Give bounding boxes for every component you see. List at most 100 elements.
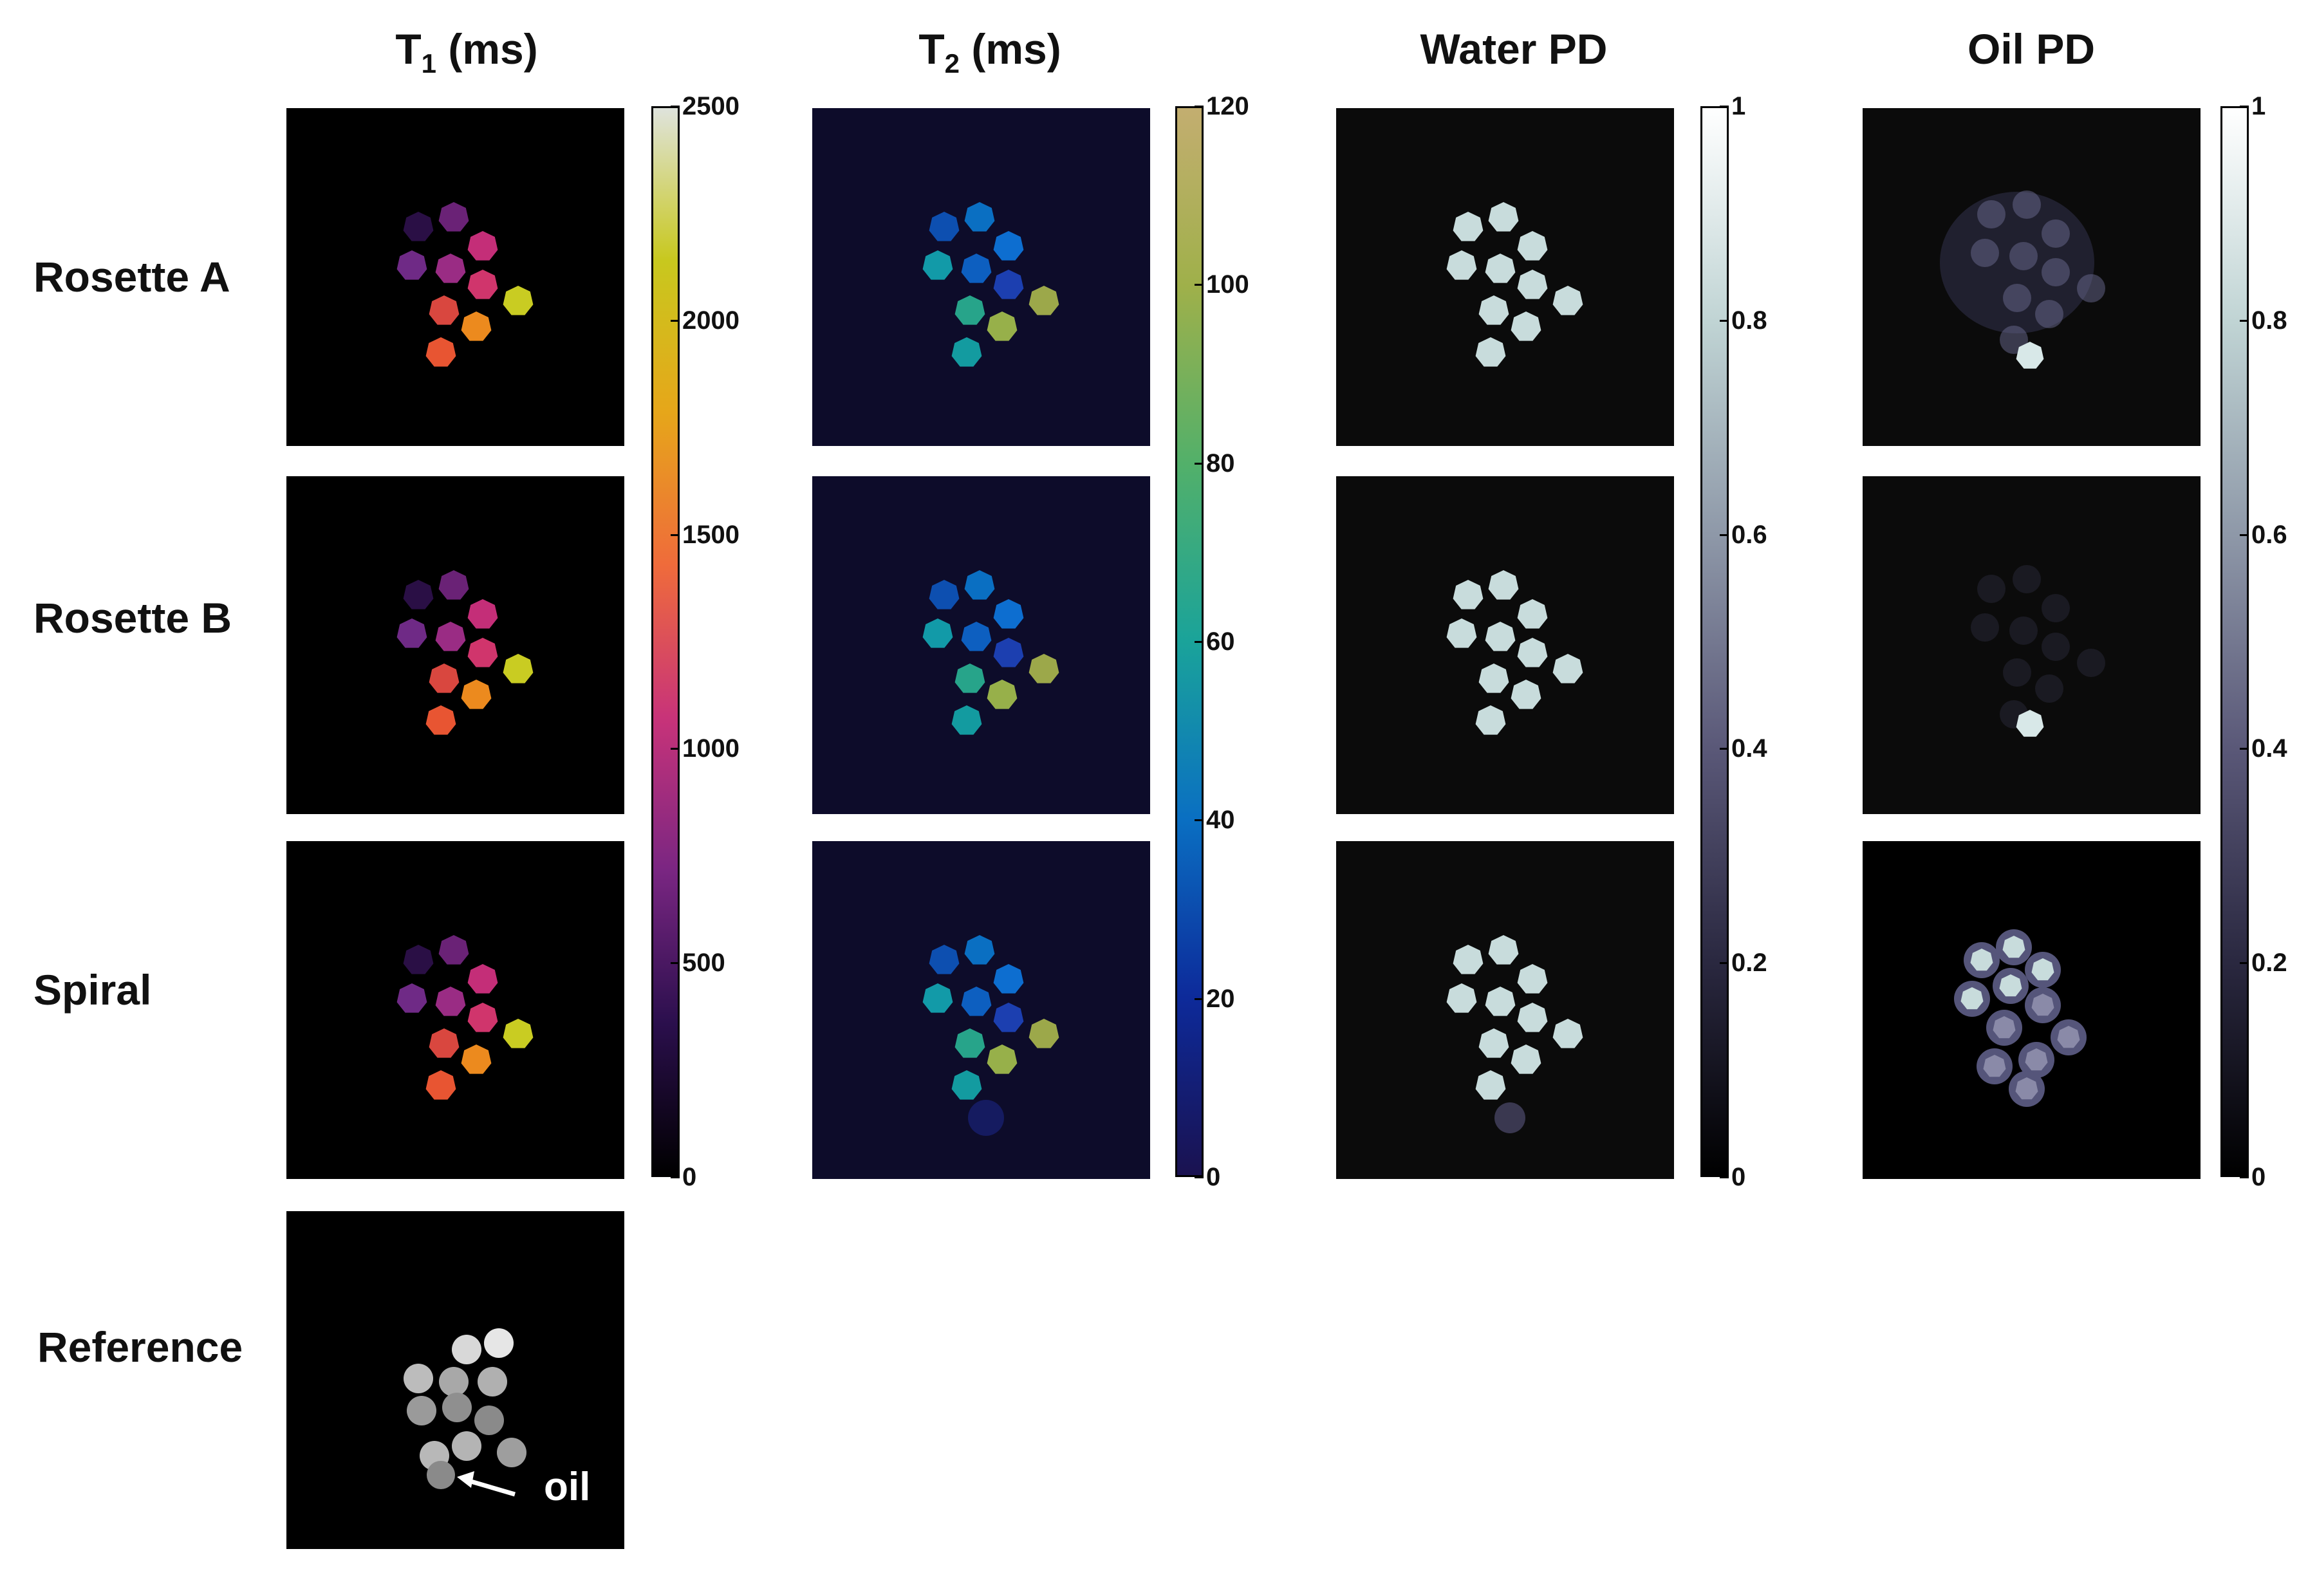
t2-vial xyxy=(993,599,1024,629)
t1-vial xyxy=(435,987,466,1016)
colorbar-t2-tick-label: 120 xyxy=(1206,92,1249,120)
t2-vial xyxy=(954,295,985,325)
oil-vial xyxy=(2016,342,2044,369)
colorbar-t1-tick-mark xyxy=(671,534,680,536)
oil-vial-ghost xyxy=(2003,284,2031,312)
t2-vial xyxy=(993,231,1024,261)
colorbar-t1-tick-mark xyxy=(671,1176,680,1178)
water-vial xyxy=(1475,1070,1506,1100)
t2-vial xyxy=(1028,1019,1059,1048)
oil-annotation-label: oil xyxy=(544,1465,591,1509)
t1-vial xyxy=(461,680,492,709)
colorbar-oil-tick-mark xyxy=(2240,748,2249,750)
reference-vial xyxy=(404,1364,433,1393)
colorbar-water-tick-mark xyxy=(1720,534,1729,536)
t1-vial xyxy=(425,705,456,735)
reference-oil-vial xyxy=(427,1461,455,1489)
colorbar-t2-tick-label: 80 xyxy=(1206,449,1235,478)
reference-vial xyxy=(407,1396,436,1425)
water-vial xyxy=(1475,337,1506,367)
colorbar-water-tick-label: 0.4 xyxy=(1731,734,1767,763)
t1-vial xyxy=(396,618,427,648)
t2-vial xyxy=(929,212,960,241)
t2-vial xyxy=(929,580,960,609)
oil-pd-map-rosette-b xyxy=(1863,476,2201,814)
water-vial xyxy=(1488,570,1519,600)
water-vial xyxy=(1511,680,1541,709)
colorbar-water-tick-label: 0.2 xyxy=(1731,949,1767,978)
water-vial xyxy=(1511,1044,1541,1074)
t1-vial xyxy=(461,1044,492,1074)
colorbar-water-tick-mark xyxy=(1720,1176,1729,1178)
oil-pd-map-spiral xyxy=(1863,841,2201,1179)
oil-arrowhead xyxy=(457,1471,474,1488)
colorbar-t2-tick-label: 40 xyxy=(1206,806,1235,835)
t1-vial xyxy=(438,570,469,600)
t1-vial xyxy=(467,231,498,261)
oil-vial xyxy=(1970,949,1993,971)
reference-image xyxy=(286,1211,624,1549)
water-vial xyxy=(1446,618,1477,648)
colorbar-t1-tick-label: 1000 xyxy=(682,734,740,763)
oil-vial xyxy=(2057,1026,2080,1048)
t2-vial xyxy=(993,1003,1024,1032)
t2-map-rosette-a xyxy=(812,108,1150,446)
oil-vial-ghost xyxy=(2035,300,2063,328)
water-vial xyxy=(1517,599,1548,629)
colorbar-oil-tick-mark xyxy=(2240,1176,2249,1178)
oil-vial xyxy=(2015,1077,2038,1100)
colorbar-t2-tick-label: 20 xyxy=(1206,984,1235,1013)
t1-vial xyxy=(467,638,498,667)
colorbar-t2-tick-mark xyxy=(1195,641,1204,643)
t1-vial xyxy=(396,250,427,280)
oil-vial-ghost xyxy=(2009,242,2038,270)
t2-vial xyxy=(951,705,982,735)
colorbar-t2-tick-mark xyxy=(1195,462,1204,465)
t1-vial xyxy=(438,935,469,965)
t1-vial xyxy=(461,311,492,341)
t2-vial xyxy=(987,680,1018,709)
t2-vial xyxy=(922,983,953,1013)
colorbar-t1-tick-mark xyxy=(671,106,680,107)
colorbar-water-tick-mark xyxy=(1720,962,1729,965)
t1-vial xyxy=(435,254,466,283)
water-vial xyxy=(1453,580,1484,609)
colorbar-water-tick-label: 0.8 xyxy=(1731,306,1767,335)
colorbar-oil-tick-label: 0.4 xyxy=(2251,734,2287,763)
reference-vial xyxy=(452,1431,481,1461)
oil-vial-ghost xyxy=(1977,200,2005,228)
colorbar-t2-tick-mark xyxy=(1195,819,1204,822)
t2-vial xyxy=(954,663,985,693)
oil-vial xyxy=(1999,974,2022,997)
t1-vial xyxy=(403,945,434,974)
water-vial xyxy=(1446,250,1477,280)
colorbar-t2-tick-label: 60 xyxy=(1206,627,1235,656)
water-vial xyxy=(1517,1003,1548,1032)
water-vial xyxy=(1478,295,1509,325)
water-vial xyxy=(1488,202,1519,232)
colorbar-t2-tick-label: 100 xyxy=(1206,270,1249,299)
water-vial xyxy=(1552,1019,1583,1048)
water-vial xyxy=(1552,654,1583,683)
water-vial xyxy=(1446,983,1477,1013)
t2-vial xyxy=(987,1044,1018,1074)
t1-vial xyxy=(429,663,460,693)
water-pd-map-rosette-a xyxy=(1336,108,1674,446)
t1-vial xyxy=(503,1019,534,1048)
t1-vial xyxy=(425,1070,456,1100)
colorbar-oil-tick-mark xyxy=(2240,319,2249,322)
colorbar-oil-tick-mark xyxy=(2240,106,2249,107)
oil-vial xyxy=(2025,1048,2048,1071)
t2-map-rosette-b xyxy=(812,476,1150,814)
t2-oil-vial xyxy=(968,1100,1004,1136)
water-vial xyxy=(1517,270,1548,299)
colorbar-oil-tick-label: 1 xyxy=(2251,92,2266,120)
t1-vial xyxy=(396,983,427,1013)
t2-vial xyxy=(993,270,1024,299)
reference-vial xyxy=(452,1335,481,1364)
water-vial xyxy=(1552,286,1583,315)
colorbar-oil-tick-mark xyxy=(2240,962,2249,965)
oil-vial-ghost xyxy=(2042,219,2070,248)
t1-vial xyxy=(467,964,498,994)
t1-vial xyxy=(503,654,534,683)
